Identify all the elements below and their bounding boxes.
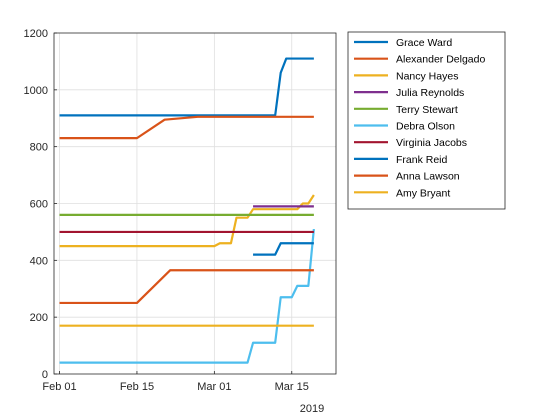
- y-tick-label: 200: [30, 312, 48, 324]
- axis-ticks: 0 200 400 600 800 1000 1200 Feb 01 Feb 15 Mar 01 M…: [24, 28, 325, 415]
- series-lines: [59, 57, 315, 364]
- y-tick-label: 400: [30, 255, 48, 267]
- x-year-label: 2019: [300, 403, 324, 415]
- legend-label: Terry Stewart: [396, 104, 458, 116]
- y-tick-label: 800: [30, 142, 48, 154]
- legend-label: Debra Olson: [396, 121, 455, 133]
- legend-box: [347, 31, 506, 210]
- series-line-8: [59, 269, 314, 305]
- x-tick-label: Feb 01: [42, 381, 76, 393]
- y-tick-label: 1200: [24, 28, 48, 40]
- x-tick-label: Feb 15: [120, 381, 154, 393]
- y-tick-label: 600: [30, 199, 48, 211]
- legend-label: Amy Bryant: [396, 187, 450, 199]
- x-tick-label: Mar 15: [275, 381, 309, 393]
- legend: Grace Ward Alexander Delgado Nancy Hayes Ju…: [347, 31, 506, 210]
- legend-label: Anna Lawson: [396, 171, 460, 183]
- legend-label: Nancy Hayes: [396, 70, 458, 82]
- y-tick-label: 0: [42, 369, 48, 381]
- grid: [54, 32, 336, 375]
- series-line-1: [59, 115, 314, 140]
- legend-label: Frank Reid: [396, 154, 448, 166]
- series-line-7: [253, 242, 314, 256]
- legend-label: Grace Ward: [396, 37, 452, 49]
- series-line-5: [59, 228, 315, 364]
- legend-label: Julia Reynolds: [396, 87, 464, 99]
- legend-label: Virginia Jacobs: [396, 137, 467, 149]
- series-line-0: [59, 57, 314, 117]
- x-tick-label: Mar 01: [197, 381, 231, 393]
- legend-label: Alexander Delgado: [396, 54, 485, 66]
- series-line-2: [59, 194, 315, 248]
- y-tick-label: 1000: [24, 85, 48, 97]
